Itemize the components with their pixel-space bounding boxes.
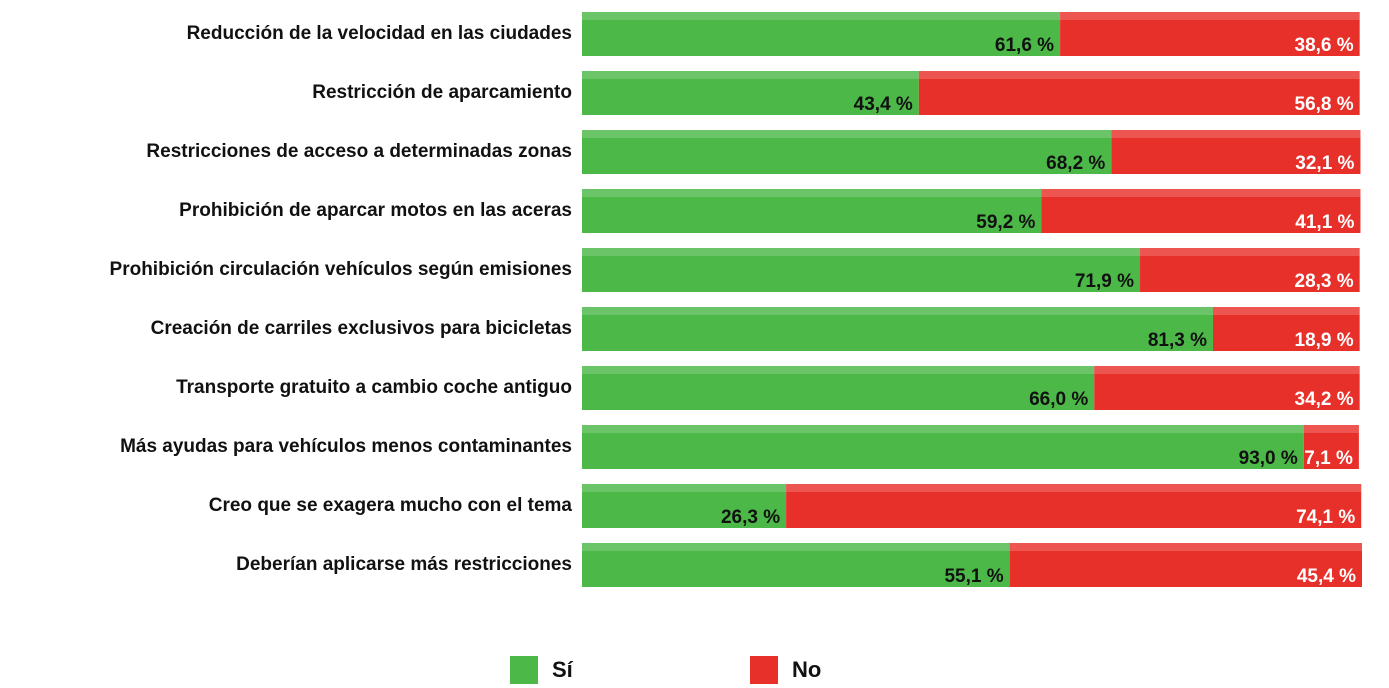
bar-segment [582,425,1304,469]
bar-highlight [582,71,919,79]
value-label: 81,3 % [1148,330,1207,351]
legend-swatch [750,656,778,684]
bar-segment [582,189,1042,233]
value-label: 71,9 % [1075,271,1134,292]
bar-highlight [582,189,1042,197]
bar-segment [918,71,1360,115]
value-label: 41,1 % [1295,212,1354,233]
value-label: 38,6 % [1295,35,1354,56]
category-label: Reducción de la velocidad en las ciudade… [187,23,572,44]
bar-highlight [918,71,1360,79]
bar-highlight [582,307,1213,315]
bar-segment [1009,543,1362,587]
bar-segment [1041,189,1361,233]
bar-segment [1140,248,1360,292]
category-label: Más ayudas para vehículos menos contamin… [120,436,572,457]
bar-segment [1094,366,1360,410]
category-label: Prohibición de aparcar motos en las acer… [179,200,572,221]
legend-swatch [510,656,538,684]
value-label: 28,3 % [1295,271,1354,292]
value-label: 74,1 % [1296,507,1355,528]
bar-segment [1212,307,1360,351]
value-label: 68,2 % [1046,153,1105,174]
bar-segment [582,130,1112,174]
value-label: 18,9 % [1295,330,1354,351]
bar-highlight [786,484,1362,492]
bar-segment [582,366,1095,410]
bar-highlight [1009,543,1362,551]
category-label: Transporte gratuito a cambio coche antig… [176,377,572,398]
bar-segment [582,12,1061,56]
value-label: 66,0 % [1029,389,1088,410]
bar-highlight [1041,189,1361,197]
bar-segment [786,484,1362,528]
bar-segment [582,484,787,528]
bar-highlight [1060,12,1360,20]
value-label: 61,6 % [995,35,1054,56]
category-label: Restricciones de acceso a determinadas z… [146,141,572,162]
bar-highlight [582,425,1304,433]
value-label: 43,4 % [854,94,913,115]
value-label: 7,1 % [1304,448,1353,469]
category-label: Creo que se exagera mucho con el tema [209,495,573,516]
bar-highlight [1111,130,1361,138]
bar-highlight [582,130,1112,138]
bar-highlight [582,12,1061,20]
legend-label: No [792,657,821,682]
value-label: 55,1 % [944,566,1003,587]
category-label: Deberían aplicarse más restricciones [236,554,572,575]
category-label: Restricción de aparcamiento [312,82,572,103]
bar-highlight [582,543,1010,551]
category-label: Creación de carriles exclusivos para bic… [151,318,572,339]
category-label: Prohibición circulación vehículos según … [110,259,572,280]
bar-highlight [582,248,1141,256]
bar-segment [582,307,1213,351]
bar-highlight [1140,248,1360,256]
bar-highlight [1212,307,1360,315]
bar-segment [1303,425,1359,469]
bar-highlight [582,484,787,492]
value-label: 93,0 % [1239,448,1298,469]
value-label: 34,2 % [1295,389,1354,410]
bar-segment [582,543,1010,587]
value-label: 26,3 % [721,507,780,528]
bar-segment [582,248,1141,292]
bar-highlight [1303,425,1359,433]
value-label: 56,8 % [1295,94,1354,115]
value-label: 59,2 % [976,212,1035,233]
bar-highlight [1094,366,1360,374]
bar-segment [1060,12,1360,56]
bar-highlight [582,366,1095,374]
legend-label: Sí [552,657,574,682]
bar-segment [582,71,919,115]
value-label: 45,4 % [1297,566,1356,587]
value-label: 32,1 % [1295,153,1354,174]
bar-segment [1111,130,1361,174]
